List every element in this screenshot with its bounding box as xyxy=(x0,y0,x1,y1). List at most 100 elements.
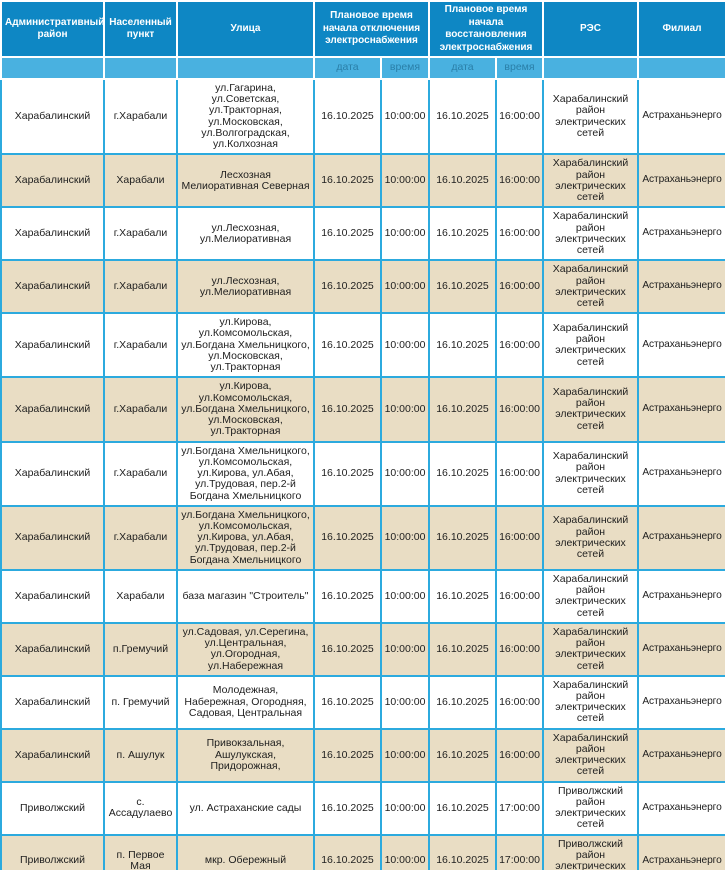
cell-restore-date: 16.10.2025 xyxy=(428,780,497,836)
cell-restore-time: 16:00:00 xyxy=(495,206,544,262)
cell-district: Харабалинский xyxy=(0,153,105,209)
table-row: Приволжский с. Ассадулаево ул. Астраханс… xyxy=(0,780,725,836)
table-row: Харабалинский п.Гремучий ул.Садовая, ул.… xyxy=(0,621,725,677)
cell-restore-time: 16:00:00 xyxy=(495,621,544,677)
subheader-empty-district xyxy=(0,56,105,80)
subheader-row: дата время дата время xyxy=(0,56,725,80)
cell-branch: Астраханьэнерго xyxy=(637,674,725,730)
cell-settlement: Харабали xyxy=(103,568,178,624)
cell-res: Харабалинский район электрических сетей xyxy=(542,206,639,262)
cell-district: Харабалинский xyxy=(0,259,105,315)
cell-res: Харабалинский район электрических сетей xyxy=(542,77,639,156)
cell-restore-time: 16:00:00 xyxy=(495,376,544,443)
cell-restore-date: 16.10.2025 xyxy=(428,440,497,507)
cell-res: Харабалинский район электрических сетей xyxy=(542,621,639,677)
table-row: Харабалинский г.Харабали ул.Богдана Хмел… xyxy=(0,504,725,571)
cell-outage-time: 10:00:00 xyxy=(380,259,430,315)
table-row: Харабалинский п. Гремучий Молодежная, На… xyxy=(0,674,725,730)
cell-outage-time: 10:00:00 xyxy=(380,674,430,730)
table-row: Харабалинский г.Харабали ул.Богдана Хмел… xyxy=(0,440,725,507)
cell-district: Харабалинский xyxy=(0,568,105,624)
cell-outage-time: 10:00:00 xyxy=(380,727,430,783)
cell-settlement: г.Харабали xyxy=(103,77,178,156)
cell-settlement: г.Харабали xyxy=(103,259,178,315)
cell-restore-time: 17:00:00 xyxy=(495,780,544,836)
cell-outage-time: 10:00:00 xyxy=(380,312,430,379)
subheader-outage-date: дата xyxy=(313,56,382,80)
cell-restore-time: 16:00:00 xyxy=(495,259,544,315)
cell-branch: Астраханьэнерго xyxy=(637,312,725,379)
cell-street: Лесхозная Мелиоративная Северная xyxy=(176,153,315,209)
cell-outage-time: 10:00:00 xyxy=(380,376,430,443)
cell-restore-date: 16.10.2025 xyxy=(428,206,497,262)
table-row: Харабалинский г.Харабали ул.Лесхозная, у… xyxy=(0,259,725,315)
cell-outage-time: 10:00:00 xyxy=(380,621,430,677)
cell-restore-date: 16.10.2025 xyxy=(428,504,497,571)
cell-branch: Астраханьэнерго xyxy=(637,77,725,156)
outage-table-body: Харабалинский г.Харабали ул.Гагарина, ул… xyxy=(0,77,725,870)
cell-res: Харабалинский район электрических сетей xyxy=(542,440,639,507)
col-header-branch: Филиал xyxy=(637,0,725,58)
cell-street: мкр. Обережный xyxy=(176,833,315,870)
cell-restore-date: 16.10.2025 xyxy=(428,77,497,156)
cell-res: Харабалинский район электрических сетей xyxy=(542,376,639,443)
cell-outage-time: 10:00:00 xyxy=(380,206,430,262)
subheader-empty-branch xyxy=(637,56,725,80)
cell-outage-date: 16.10.2025 xyxy=(313,312,382,379)
cell-street: ул.Гагарина, ул.Советская, ул.Тракторная… xyxy=(176,77,315,156)
cell-settlement: п. Гремучий xyxy=(103,674,178,730)
cell-restore-date: 16.10.2025 xyxy=(428,727,497,783)
cell-district: Харабалинский xyxy=(0,77,105,156)
cell-restore-time: 16:00:00 xyxy=(495,440,544,507)
cell-branch: Астраханьэнерго xyxy=(637,833,725,870)
cell-restore-date: 16.10.2025 xyxy=(428,568,497,624)
cell-street: Молодежная, Набережная, Огородняя, Садов… xyxy=(176,674,315,730)
cell-restore-date: 16.10.2025 xyxy=(428,259,497,315)
cell-restore-time: 17:00:00 xyxy=(495,833,544,870)
cell-settlement: г.Харабали xyxy=(103,206,178,262)
cell-restore-time: 16:00:00 xyxy=(495,312,544,379)
cell-district: Харабалинский xyxy=(0,440,105,507)
cell-restore-time: 16:00:00 xyxy=(495,504,544,571)
cell-branch: Астраханьэнерго xyxy=(637,780,725,836)
cell-district: Харабалинский xyxy=(0,312,105,379)
cell-res: Приволжский район электрических сетей xyxy=(542,833,639,870)
cell-outage-time: 10:00:00 xyxy=(380,833,430,870)
cell-branch: Астраханьэнерго xyxy=(637,727,725,783)
cell-street: ул.Богдана Хмельницкого, ул.Комсомольска… xyxy=(176,504,315,571)
cell-res: Харабалинский район электрических сетей xyxy=(542,568,639,624)
cell-outage-date: 16.10.2025 xyxy=(313,77,382,156)
cell-outage-date: 16.10.2025 xyxy=(313,206,382,262)
cell-restore-date: 16.10.2025 xyxy=(428,833,497,870)
cell-street: ул.Кирова, ул.Комсомольская, ул.Богдана … xyxy=(176,312,315,379)
cell-outage-date: 16.10.2025 xyxy=(313,833,382,870)
cell-outage-time: 10:00:00 xyxy=(380,568,430,624)
cell-outage-date: 16.10.2025 xyxy=(313,440,382,507)
cell-branch: Астраханьэнерго xyxy=(637,621,725,677)
cell-branch: Астраханьэнерго xyxy=(637,153,725,209)
cell-outage-time: 10:00:00 xyxy=(380,504,430,571)
cell-district: Харабалинский xyxy=(0,727,105,783)
cell-outage-date: 16.10.2025 xyxy=(313,780,382,836)
col-header-district: Административный район xyxy=(0,0,105,58)
cell-restore-date: 16.10.2025 xyxy=(428,153,497,209)
subheader-empty-res xyxy=(542,56,639,80)
table-row: Харабалинский г.Харабали ул.Гагарина, ул… xyxy=(0,77,725,156)
table-row: Харабалинский Харабали Лесхозная Мелиора… xyxy=(0,153,725,209)
cell-restore-time: 16:00:00 xyxy=(495,77,544,156)
cell-street: ул. Астраханские сады xyxy=(176,780,315,836)
cell-settlement: г.Харабали xyxy=(103,312,178,379)
cell-restore-time: 16:00:00 xyxy=(495,568,544,624)
cell-street: Привокзальная, Ашулукская, Придорожная, xyxy=(176,727,315,783)
cell-street: ул.Богдана Хмельницкого, ул.Комсомольска… xyxy=(176,440,315,507)
cell-branch: Астраханьэнерго xyxy=(637,206,725,262)
cell-branch: Астраханьэнерго xyxy=(637,568,725,624)
cell-street: ул.Садовая, ул.Серегина, ул.Центральная,… xyxy=(176,621,315,677)
table-row: Харабалинский г.Харабали ул.Лесхозная, у… xyxy=(0,206,725,262)
cell-branch: Астраханьэнерго xyxy=(637,440,725,507)
cell-district: Харабалинский xyxy=(0,621,105,677)
table-row: Харабалинский Харабали база магазин "Стр… xyxy=(0,568,725,624)
cell-branch: Астраханьэнерго xyxy=(637,376,725,443)
